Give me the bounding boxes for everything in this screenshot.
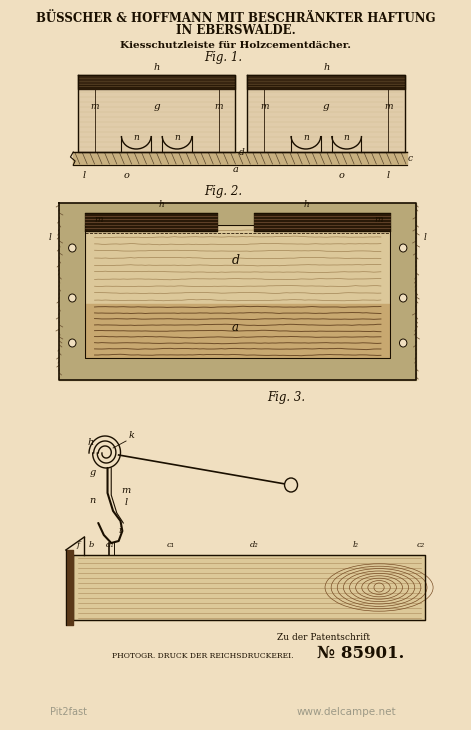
Text: h: h	[88, 438, 94, 447]
Text: d: d	[231, 255, 239, 267]
Text: a: a	[232, 321, 239, 334]
Circle shape	[399, 244, 407, 252]
Text: l: l	[387, 171, 390, 180]
Text: n: n	[174, 133, 180, 142]
Text: g: g	[323, 102, 330, 111]
Text: d₂: d₂	[250, 541, 258, 549]
Text: m: m	[122, 486, 130, 495]
Circle shape	[284, 478, 298, 492]
Text: n: n	[303, 133, 309, 142]
Text: Zu der Patentschrift: Zu der Patentschrift	[277, 633, 370, 642]
Text: l: l	[124, 498, 128, 507]
Text: d: d	[239, 148, 245, 157]
Text: k: k	[129, 431, 135, 440]
Text: m: m	[260, 102, 268, 111]
Text: a: a	[233, 165, 238, 174]
Text: № 85901.: № 85901.	[317, 645, 404, 662]
Circle shape	[399, 339, 407, 347]
Text: d₁: d₁	[106, 541, 114, 549]
Text: Fig. 2.: Fig. 2.	[204, 185, 243, 199]
Circle shape	[69, 339, 76, 347]
Text: m: m	[375, 215, 383, 224]
Text: IN EBERSWALDE.: IN EBERSWALDE.	[176, 23, 295, 36]
Text: PHOTOGR. DRUCK DER REICHSDRUCKEREI.: PHOTOGR. DRUCK DER REICHSDRUCKEREI.	[112, 652, 294, 660]
Text: h: h	[154, 63, 160, 72]
Text: n: n	[89, 496, 96, 505]
Text: l: l	[83, 171, 86, 180]
Text: Pit2fast: Pit2fast	[50, 707, 87, 717]
Text: m: m	[384, 102, 393, 111]
Text: n: n	[133, 133, 139, 142]
Text: BÜSSCHER & HOFFMANN MIT BESCHRÄNKTER HAFTUNG: BÜSSCHER & HOFFMANN MIT BESCHRÄNKTER HAF…	[36, 12, 435, 25]
Text: c: c	[408, 154, 413, 163]
Text: g: g	[154, 102, 160, 111]
Text: m: m	[214, 102, 223, 111]
Text: c₂: c₂	[417, 541, 425, 549]
Circle shape	[69, 294, 76, 302]
Text: Fig. 3.: Fig. 3.	[268, 391, 306, 404]
Text: f: f	[76, 541, 80, 549]
Text: o: o	[339, 171, 345, 180]
Text: l₂: l₂	[353, 541, 359, 549]
Text: h: h	[323, 63, 329, 72]
Text: g: g	[89, 468, 96, 477]
Text: b: b	[89, 541, 95, 549]
Text: o: o	[124, 171, 130, 180]
Text: c₁: c₁	[166, 541, 175, 549]
Text: Kiesschutzleiste für Holzcementdächer.: Kiesschutzleiste für Holzcementdächer.	[120, 40, 351, 50]
Text: m: m	[90, 102, 99, 111]
Circle shape	[69, 244, 76, 252]
Text: l: l	[424, 233, 427, 242]
Text: h: h	[158, 200, 164, 209]
Circle shape	[399, 294, 407, 302]
Text: m: m	[94, 215, 103, 224]
Text: www.delcampe.net: www.delcampe.net	[297, 707, 397, 717]
Text: l: l	[49, 233, 51, 242]
Text: Fig. 1.: Fig. 1.	[204, 52, 243, 64]
Text: h: h	[304, 200, 309, 209]
Text: i: i	[119, 526, 122, 535]
Text: n: n	[344, 133, 349, 142]
